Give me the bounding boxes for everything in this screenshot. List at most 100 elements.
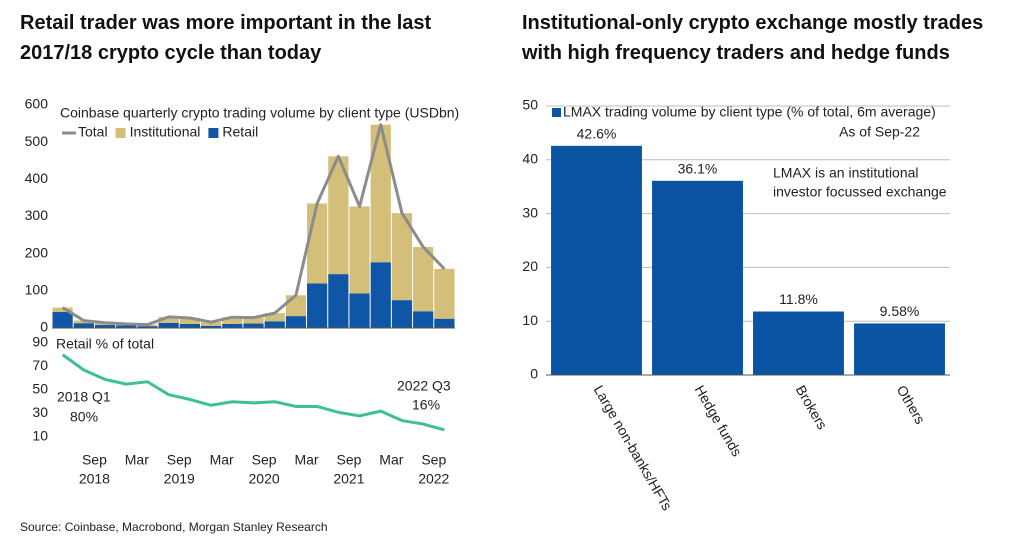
y-tick-label: 10 (522, 312, 538, 328)
bar-segment (370, 124, 391, 263)
value-label: 11.8% (779, 291, 818, 307)
bar (753, 311, 844, 375)
bar-segment (413, 246, 434, 312)
y-tick-label: 30 (32, 404, 48, 420)
bar-segment (285, 316, 307, 328)
legend-swatch (552, 108, 561, 117)
bar-segment (328, 274, 349, 328)
bar-segment (200, 325, 222, 328)
x-tick-year: 2018 (79, 471, 110, 487)
bar-segment (413, 311, 434, 328)
line (61, 353, 445, 432)
annotation: 2022 Q3 (397, 378, 451, 394)
bar-segment (349, 206, 370, 294)
right-title: Institutional-only crypto exchange mostl… (522, 12, 984, 64)
x-tick-year: 2019 (164, 471, 195, 487)
bar-segment (222, 317, 243, 324)
y-tick-label: 90 (32, 334, 48, 350)
y-tick-label: 0 (40, 319, 48, 335)
annotation: LMAX is an institutional (773, 165, 919, 181)
line (61, 123, 446, 327)
y-tick-label: 100 (25, 282, 49, 298)
legend-label: Total (78, 124, 108, 140)
y-tick-label: 400 (25, 170, 49, 186)
annotation: 2018 Q1 (57, 389, 111, 405)
y-tick-label: 300 (25, 207, 49, 223)
legend-label: Institutional (130, 124, 201, 140)
y-tick-label: 50 (522, 97, 538, 113)
source: Source: Coinbase, Macrobond, Morgan Stan… (20, 520, 328, 534)
bar-segment (391, 300, 413, 328)
bar-segment (285, 295, 307, 317)
bar-segment (328, 156, 349, 275)
annotation: 80% (70, 409, 98, 425)
bar-segment (370, 262, 391, 328)
y-tick-label: 70 (32, 357, 48, 373)
legend-label: LMAX trading volume by client type (% of… (563, 104, 936, 120)
bar-segment (179, 317, 200, 324)
x-tick-year: 2020 (249, 471, 280, 487)
bar-segment (349, 293, 370, 328)
x-tick-label: Sep (252, 452, 277, 468)
bar-segment (52, 307, 73, 313)
x-tick-label: Sep (167, 452, 192, 468)
x-tick-label: Hedge funds (692, 382, 746, 459)
x-tick-year: 2022 (418, 471, 449, 487)
bar-segment (391, 213, 413, 301)
x-tick-label: Sep (82, 452, 107, 468)
left-title: Retail trader was more important in the … (20, 12, 432, 64)
x-tick-label: Large non-banks/HFTs (591, 382, 676, 513)
annotation: As of Sep-22 (839, 124, 920, 140)
bar-segment (158, 316, 179, 323)
x-tick-year: 2021 (333, 471, 364, 487)
subtitle: Coinbase quarterly crypto trading volume… (60, 105, 459, 121)
bar (652, 180, 743, 375)
bar-segment (52, 312, 73, 328)
series-label: Retail % of total (56, 336, 154, 352)
x-tick-label: Mar (210, 452, 234, 468)
x-tick-label: Mar (379, 452, 403, 468)
bar-segment (243, 317, 264, 324)
bar-segment (73, 323, 94, 328)
y-tick-label: 20 (522, 258, 538, 274)
y-tick-label: 50 (32, 381, 48, 397)
annotation: 16% (412, 397, 440, 413)
bar (551, 145, 642, 375)
x-tick-label: Sep (336, 452, 361, 468)
x-tick-label: Sep (421, 452, 446, 468)
y-tick-label: 200 (25, 244, 49, 260)
bar-segment (434, 318, 455, 328)
value-label: 42.6% (577, 126, 617, 142)
bar-segment (243, 323, 264, 328)
y-tick-label: 10 (32, 428, 48, 444)
x-tick-label: Brokers (793, 382, 831, 432)
bar-segment (158, 322, 179, 328)
bar-segment (137, 326, 158, 328)
y-tick-label: 40 (522, 151, 538, 167)
bar-segment (264, 313, 285, 322)
legend-swatch (208, 128, 219, 138)
annotation: investor focussed exchange (773, 184, 947, 200)
bar-segment (434, 268, 455, 319)
bar (854, 323, 945, 375)
y-tick-label: 0 (530, 366, 538, 382)
legend-label: Retail (222, 124, 258, 140)
value-label: 36.1% (678, 160, 718, 176)
bar-segment (94, 325, 116, 328)
bar-segment (307, 203, 328, 284)
y-tick-label: 600 (25, 96, 49, 112)
value-label: 9.58% (880, 303, 920, 319)
x-tick-label: Others (894, 382, 929, 426)
legend-swatch (115, 128, 126, 138)
y-tick-label: 30 (522, 204, 538, 220)
bar-segment (116, 325, 137, 328)
x-tick-label: Mar (125, 452, 149, 468)
y-tick-label: 500 (25, 133, 49, 149)
x-tick-label: Mar (294, 452, 318, 468)
bar-segment (222, 323, 243, 328)
bar-segment (179, 323, 200, 328)
bar-segment (200, 322, 222, 326)
bar-segment (264, 321, 285, 328)
